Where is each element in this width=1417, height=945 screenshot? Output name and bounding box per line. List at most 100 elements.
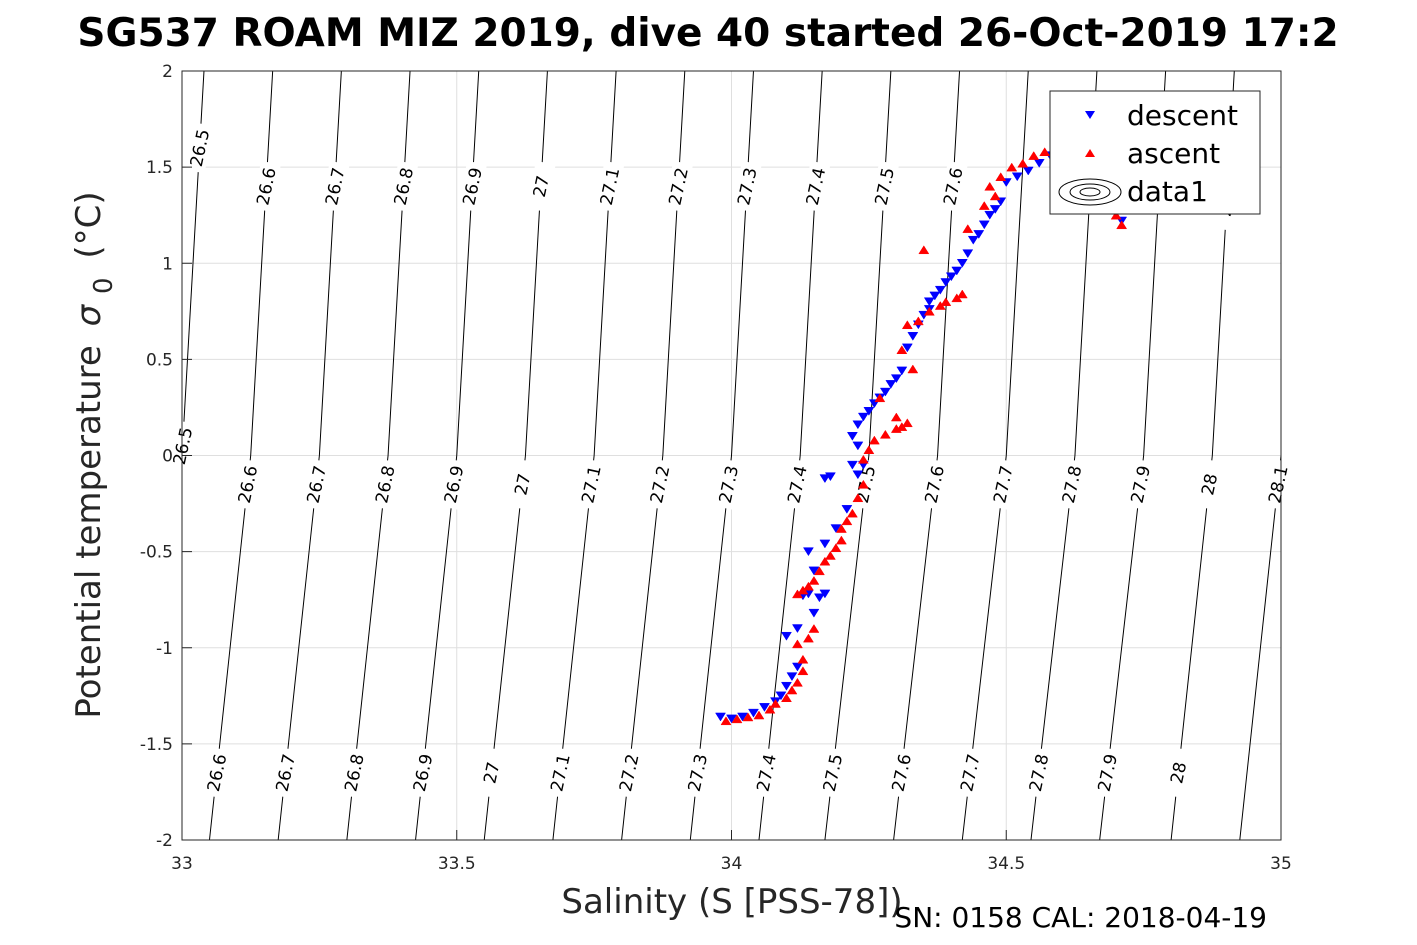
contour-label-group: 26.6 (251, 160, 281, 212)
contour-label-group: 26.7 (301, 458, 332, 510)
contour-label-27.7: 27.7 (990, 464, 1017, 505)
descent-point (824, 472, 836, 482)
descent-point (813, 593, 825, 603)
contour-label-group: 27.6 (919, 458, 950, 510)
ascent-point (879, 429, 891, 439)
ascent-point (830, 543, 842, 553)
ascent-point (770, 699, 781, 708)
contour-label-bg (869, 160, 900, 212)
descent-point (726, 714, 737, 724)
descent-point (973, 230, 985, 239)
contour-label-group: 27.2 (614, 747, 644, 799)
contour-label-26.6: 26.6 (204, 752, 231, 793)
contour-label-group: 26.9 (438, 458, 469, 510)
ascent-point (731, 714, 743, 724)
ascent-point (984, 181, 996, 191)
ascent-point (852, 493, 864, 503)
contour-label-27.3: 27.3 (685, 752, 712, 793)
y-axis-label: Potential temperature σ 0 (°C) (69, 191, 121, 718)
ascent-point (901, 418, 913, 428)
ascent-point (802, 581, 814, 591)
contour-label-27.6: 27.6 (940, 166, 967, 207)
ascent-point (857, 479, 869, 489)
ascent-point (863, 445, 875, 454)
contour-label-group: 27.1 (576, 458, 606, 510)
y-tick-label: 1.5 (146, 158, 173, 178)
y-axis-label-unit: (°C) (69, 191, 109, 258)
ascent-point (978, 201, 990, 210)
contour-label-bg (938, 160, 968, 212)
contour-label-27.8: 27.8 (1026, 752, 1053, 793)
descent-point (857, 412, 869, 422)
contour-label-group: 26.9 (407, 747, 438, 799)
descent-point (715, 712, 726, 722)
legend-descent-label: descent (1127, 99, 1238, 132)
contour-label-26.5: 26.5 (187, 128, 214, 169)
contour-label-group: 27.6 (886, 747, 917, 799)
contour-label-bg (270, 747, 301, 799)
contour-label-bg (817, 747, 848, 799)
contour-label-group: 27.4 (782, 458, 812, 510)
contour-label-group: 27.4 (800, 160, 831, 212)
ascent-point (890, 412, 902, 422)
descent-point (786, 672, 798, 682)
descent-point (1033, 159, 1045, 168)
ascent-point (901, 320, 913, 330)
ascent-point (989, 191, 1001, 201)
descent-point (852, 420, 864, 430)
legend-box (1049, 90, 1261, 215)
contour-label-group: 27.5 (869, 160, 900, 212)
y-axis-label-symbol: σ (69, 303, 109, 326)
contour-label-27.8: 27.8 (1059, 464, 1086, 505)
contour-label-27.1: 27.1 (578, 464, 605, 505)
ascent-point (797, 654, 809, 664)
contour-label-28: 28 (1198, 472, 1222, 497)
contour-label-group: 27.5 (817, 747, 848, 799)
descent-point (791, 662, 803, 672)
descent-point (780, 631, 792, 641)
contour-label-group: 26.7 (270, 747, 301, 799)
ascent-point (940, 297, 952, 306)
descent-point (748, 708, 759, 718)
contour-label-bg (955, 747, 985, 799)
ascent-point (835, 535, 847, 545)
contour-label-bg (476, 747, 507, 799)
contour-label-bg (232, 458, 263, 510)
ascent-point (1110, 210, 1122, 220)
contour-label-group: 26.8 (388, 160, 419, 212)
ascent-point (841, 516, 853, 526)
descent-point (802, 547, 814, 557)
contour-label-bg (663, 160, 693, 212)
contour-label-bg (614, 747, 644, 799)
ascent-point (802, 633, 814, 643)
isopycnal-27.7 (961, 71, 1029, 840)
contour-label-27: 27 (530, 174, 554, 199)
ascent-point (912, 316, 924, 326)
contour-label-group: 28 (1163, 747, 1194, 799)
ascent-point (995, 172, 1007, 181)
ascent-point (923, 306, 935, 316)
y-tick-label: -2 (156, 831, 173, 851)
contour-label-group: 27.2 (663, 160, 693, 212)
contour-label-bg (576, 458, 606, 510)
x-tick-label: 33.5 (438, 854, 476, 874)
contour-label-bg (184, 122, 215, 174)
contour-label-bg (370, 458, 400, 510)
contour-label-26.8: 26.8 (391, 166, 418, 207)
descent-point (759, 703, 770, 712)
contour-label-group: 26.9 (457, 160, 487, 212)
contour-label-bg (1163, 747, 1194, 799)
contour-label-bg (988, 458, 1018, 510)
contour-label-bg (167, 420, 198, 472)
descent-point (962, 249, 974, 259)
y-tick-label: -1.5 (140, 735, 173, 755)
descent-point (852, 441, 864, 451)
ascent-point (819, 556, 831, 566)
contour-label-bg (545, 747, 575, 799)
contour-label-bg (644, 458, 675, 510)
x-tick-label: 33 (171, 854, 193, 874)
ascent-point (918, 245, 930, 255)
contour-label-bg (339, 747, 369, 799)
ascent-point (808, 575, 820, 585)
